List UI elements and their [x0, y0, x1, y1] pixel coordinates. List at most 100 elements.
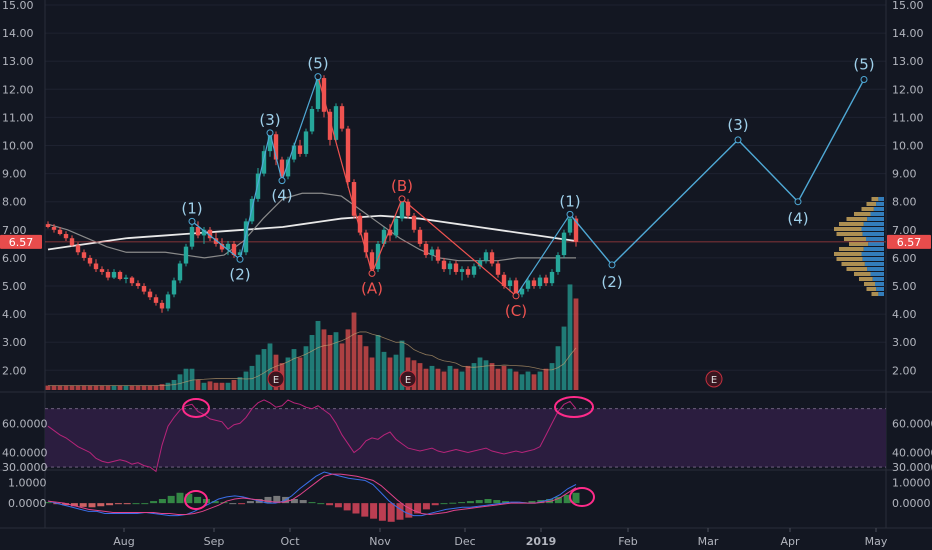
candle-body: [327, 111, 333, 140]
volume-profile-bar: [868, 242, 884, 246]
volume-profile: [834, 197, 884, 296]
volume-bar: [189, 368, 195, 390]
volume-bar: [177, 374, 183, 390]
macd-histogram-bar: [150, 501, 158, 504]
volume-profile-bar: [871, 197, 879, 201]
macd-histogram-bar: [484, 499, 492, 504]
projection-point: [734, 136, 742, 144]
volume-bar: [429, 365, 435, 390]
candle-body: [69, 238, 75, 246]
candle-body: [171, 280, 177, 295]
volume-bar: [567, 284, 573, 390]
candle-body: [117, 271, 123, 279]
macd-histogram-bar: [185, 493, 193, 504]
volume-bar: [123, 385, 129, 390]
left-price-label: 5.00: [2, 280, 27, 293]
left-price-label: 12.00: [2, 83, 34, 96]
volume-bar: [447, 365, 453, 390]
volume-bar: [351, 312, 357, 390]
wave-point: [188, 217, 196, 225]
macd-histogram-bar: [361, 503, 369, 517]
macd-histogram-bar: [431, 503, 439, 506]
volume-profile-bar: [846, 217, 868, 221]
candle-body: [495, 263, 501, 275]
last-price-text-left: 6.57: [9, 236, 34, 249]
volume-profile-bar: [878, 197, 884, 201]
volume-bar: [93, 385, 99, 390]
candle-body: [207, 229, 213, 239]
earnings-badge: [267, 370, 285, 388]
volume-ma-line: [48, 331, 577, 386]
left-price-label: 15.00: [2, 0, 34, 12]
macd-histogram-bar: [414, 503, 422, 514]
rsi-left-label: 60.0000: [2, 417, 48, 430]
candle-body: [231, 243, 237, 256]
candle-body: [51, 226, 57, 230]
wave-label: (4): [271, 187, 292, 205]
volume-bar: [207, 381, 213, 390]
volume-profile-bar: [867, 217, 884, 221]
volume-bar: [555, 346, 561, 390]
candle-body: [309, 108, 315, 132]
volume-bar: [81, 385, 87, 390]
macd-right-label: 1.0000: [892, 476, 931, 489]
candle-body: [537, 277, 543, 286]
candle-body: [147, 291, 153, 298]
volume-profile-bar: [841, 262, 865, 266]
volume-profile-bar: [834, 252, 862, 256]
volume-profile-bar: [854, 212, 871, 216]
candle-body: [99, 269, 105, 272]
candle-body: [135, 283, 141, 286]
macd-histogram-bar: [70, 503, 78, 507]
wave-segment: [371, 198, 403, 274]
wave-point: [398, 195, 406, 203]
volume-bar: [333, 332, 339, 390]
volume-bar: [321, 329, 327, 390]
wave-segment: [281, 76, 319, 181]
candle-body: [315, 78, 321, 109]
volume-bar: [393, 354, 399, 390]
macd-histogram-bar: [141, 503, 149, 505]
macd-histogram-bar: [62, 503, 70, 506]
candle-body: [447, 263, 453, 270]
volume-bar: [537, 371, 543, 390]
wave-point: [512, 292, 520, 300]
wave-segment: [317, 76, 373, 274]
volume-bar: [195, 379, 201, 390]
left-price-label: 13.00: [2, 55, 34, 68]
rsi-right-label: 30.0000: [892, 461, 932, 474]
volume-profile-bar: [849, 242, 869, 246]
rsi-pane: [45, 396, 886, 473]
macd-histogram-bar: [326, 503, 334, 506]
time-label: Dec: [454, 535, 475, 548]
volume-bar: [327, 335, 333, 390]
volume-bar: [237, 377, 243, 390]
candle-body: [153, 297, 159, 303]
volume-profile-bar: [861, 252, 884, 256]
candle-body: [471, 266, 477, 275]
volume-profile-bar: [861, 207, 874, 211]
volume-bar: [261, 349, 267, 390]
candle-body: [543, 277, 549, 284]
time-label: Aug: [113, 535, 134, 548]
volume-bar: [75, 385, 81, 390]
macd-histogram-bar: [229, 503, 237, 505]
last-price-badge-left: [0, 234, 42, 249]
wave-label: (1): [559, 192, 580, 210]
volume-bar: [363, 346, 369, 390]
candle-body: [45, 224, 51, 227]
wave-point: [278, 177, 286, 185]
volume-bar: [285, 357, 291, 390]
candle-body: [381, 229, 387, 244]
projection-segment: [569, 213, 613, 266]
volume-bar: [489, 363, 495, 390]
volume-profile-bar: [834, 227, 862, 231]
volume-bar: [147, 385, 153, 390]
candle-body: [261, 151, 267, 174]
volume-profile-bar: [867, 267, 884, 271]
macd-histogram-bar: [106, 503, 114, 506]
candle-body: [93, 263, 99, 270]
candle-body: [129, 277, 135, 284]
